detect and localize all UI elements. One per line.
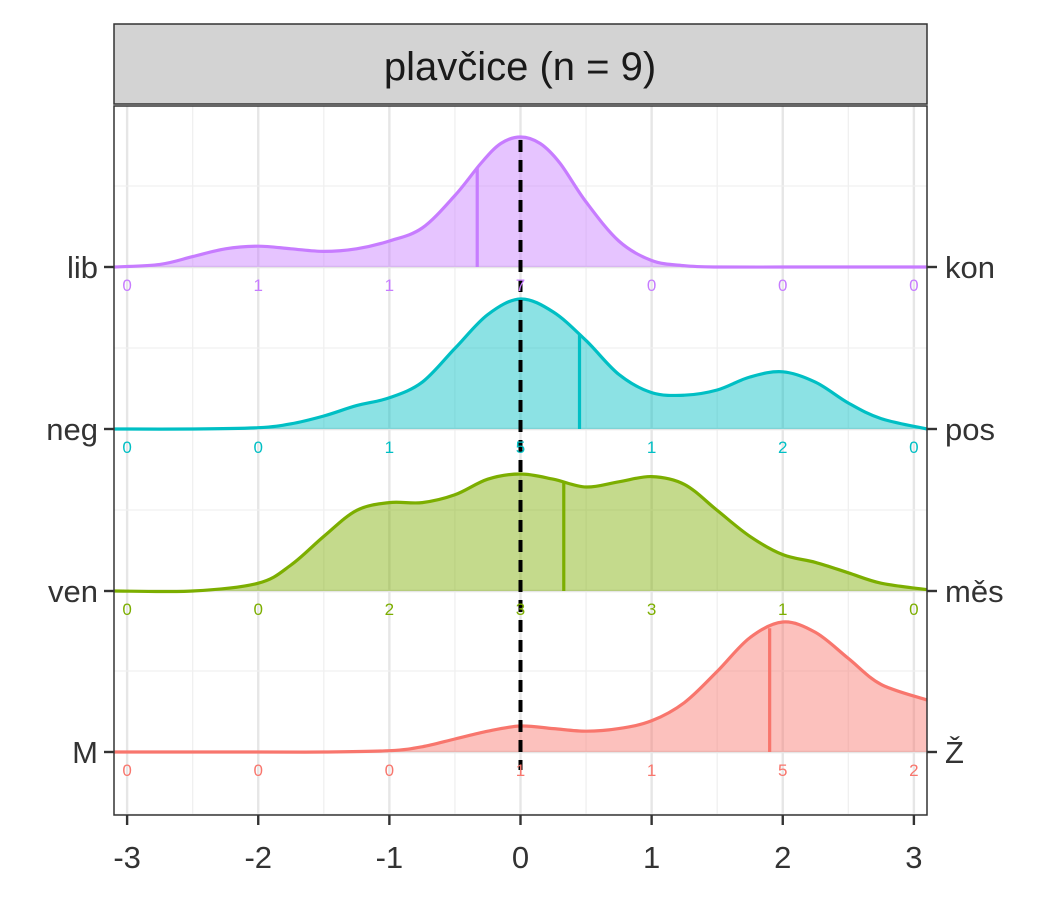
count-label: 0: [122, 761, 131, 780]
count-label: 5: [778, 761, 787, 780]
count-label: 0: [909, 276, 918, 295]
count-label: 2: [778, 438, 787, 457]
count-label: 1: [385, 438, 394, 457]
count-label: 1: [254, 276, 263, 295]
ridge-series-ven-měs: [113, 472, 928, 594]
density-line: [113, 472, 928, 594]
right-axis-label: kon: [945, 250, 995, 285]
count-label: 0: [909, 438, 918, 457]
right-axis: kon pos měs Ž: [927, 250, 1004, 770]
count-label: 0: [254, 600, 263, 619]
count-label: 1: [647, 438, 656, 457]
left-axis-label: lib: [67, 250, 98, 285]
right-axis-label: měs: [945, 574, 1004, 609]
count-label: 0: [778, 276, 787, 295]
left-axis: lib neg ven M: [46, 250, 114, 770]
density-line: [113, 297, 928, 431]
count-label: 1: [516, 761, 525, 780]
x-axis-tick-label: -3: [113, 840, 141, 875]
count-label: 3: [516, 600, 525, 619]
count-label: 1: [385, 276, 394, 295]
count-label: 0: [254, 438, 263, 457]
left-axis-label: neg: [46, 412, 98, 447]
count-label: 0: [254, 761, 263, 780]
count-label: 0: [122, 438, 131, 457]
x-axis-tick-label: 3: [905, 840, 922, 875]
density-line: [113, 135, 927, 269]
count-label: 5: [516, 438, 525, 457]
count-label: 0: [647, 276, 656, 295]
x-axis-tick-label: 0: [512, 840, 529, 875]
density-line: [114, 620, 928, 754]
count-label: 7: [516, 276, 525, 295]
right-axis-label: Ž: [945, 735, 964, 770]
density-area: [114, 621, 927, 753]
x-axis: -3 -2 -1 0 1 2 3: [113, 815, 923, 875]
right-axis-label: pos: [945, 412, 995, 447]
count-label: 0: [909, 600, 918, 619]
facet-strip-background: [113, 23, 928, 105]
left-axis-label: ven: [48, 574, 98, 609]
count-labels: 0 1 1 7 0 0 0 0 0 1 5 1 2 0 0 0 2 3 3 1 0 0 0 0 1 1 5 2: [122, 276, 918, 780]
count-label: 0: [385, 761, 394, 780]
count-label: 2: [385, 600, 394, 619]
x-axis-tick-label: -1: [376, 840, 404, 875]
left-axis-label: M: [72, 735, 98, 770]
count-label: 2: [909, 761, 918, 780]
facet-strip: plavčice (n = 9): [113, 23, 928, 105]
x-axis-tick-label: 1: [643, 840, 660, 875]
count-label: 0: [122, 276, 131, 295]
x-axis-tick-label: 2: [774, 840, 791, 875]
x-axis-tick-label: -2: [244, 840, 272, 875]
ridge-series-M-Ž: [114, 620, 928, 754]
count-label: 1: [647, 761, 656, 780]
count-label: 1: [778, 600, 787, 619]
facet-strip-title: plavčice (n = 9): [384, 45, 656, 89]
count-label: 3: [647, 600, 656, 619]
density-area: [114, 474, 927, 592]
count-label: 0: [122, 600, 131, 619]
